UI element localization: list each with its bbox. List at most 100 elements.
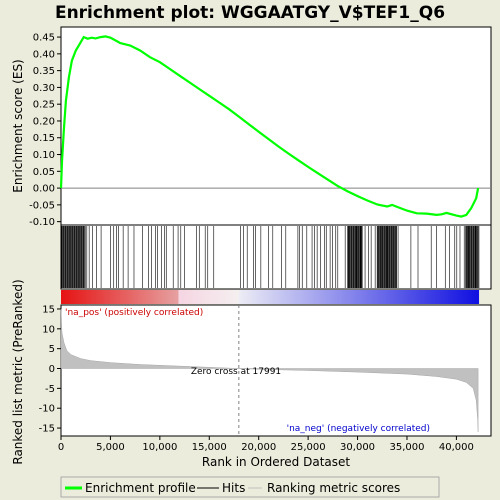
- legend-box: [60, 476, 440, 498]
- colorbar-segment: [472, 290, 475, 304]
- colorbar-segment: [276, 290, 279, 304]
- es-y-axis: -0.10 -0.05 0.00 0.05 0.10 0.15 0.20 0.25 0.30 0.…: [29, 33, 61, 228]
- metric-tick-label: -5: [45, 384, 55, 395]
- colorbar-segment: [313, 290, 316, 304]
- colorbar-segment: [335, 290, 338, 304]
- colorbar-segment: [319, 290, 323, 304]
- colorbar-segment: [221, 290, 225, 304]
- legend-enrichment-label: Enrichment profile: [85, 481, 196, 495]
- colorbar-segment: [465, 290, 469, 304]
- colorbar-segment: [150, 290, 153, 304]
- colorbar-segment: [306, 290, 310, 304]
- colorbar-segment: [241, 290, 245, 304]
- colorbar-segment: [137, 290, 140, 304]
- colorbar-segment: [452, 290, 456, 304]
- colorbar-segment: [463, 290, 466, 304]
- colorbar-segment: [84, 290, 88, 304]
- es-tick-label: 0.35: [33, 66, 55, 77]
- colorbar-segment: [289, 290, 293, 304]
- colorbar-segment: [184, 290, 188, 304]
- x-tick-label: 35,000: [389, 442, 424, 453]
- colorbar-segment: [102, 290, 105, 304]
- colorbar-segment: [71, 290, 75, 304]
- es-tick-label: 0.30: [33, 83, 55, 94]
- colorbar-segment: [87, 290, 90, 304]
- colorbar-segment: [176, 290, 179, 304]
- colorbar-segment: [139, 290, 142, 304]
- metric-area-group: [60, 308, 479, 433]
- colorbar-segment: [430, 290, 434, 304]
- colorbar-segment: [308, 290, 312, 304]
- colorbar-segment: [339, 290, 343, 304]
- colorbar-segment: [108, 290, 112, 304]
- es-tick-label: -0.10: [29, 217, 55, 228]
- colorbar-segment: [278, 290, 282, 304]
- colorbar-segment: [115, 290, 119, 304]
- colorbar-segment: [315, 290, 319, 304]
- colorbar-segment: [213, 290, 216, 304]
- colorbar-segment: [298, 290, 301, 304]
- colorbar-segment: [363, 290, 366, 304]
- metric-tick-label: 0: [49, 364, 55, 375]
- colorbar-segment: [117, 290, 121, 304]
- hits-panel: [60, 224, 492, 290]
- colorbar-segment: [171, 290, 175, 304]
- colorbar-segment: [406, 290, 410, 304]
- x-tick-label: 30,000: [340, 442, 375, 453]
- colorbar-segment: [332, 290, 336, 304]
- colorbar-segment: [180, 290, 184, 304]
- colorbar-segment: [252, 290, 256, 304]
- colorbar-segment: [61, 290, 64, 304]
- colorbar-segment: [143, 290, 147, 304]
- colorbar-segment: [111, 290, 114, 304]
- colorbar-segment: [432, 290, 436, 304]
- colorbar-segment: [280, 290, 284, 304]
- colorbar-segment: [358, 290, 362, 304]
- colorbar-segment: [74, 290, 77, 304]
- colorbar-segment: [132, 290, 136, 304]
- enrichment-profile-line: [59, 35, 480, 218]
- colorbar-segment: [287, 290, 290, 304]
- es-tick-label: -0.05: [29, 200, 55, 211]
- colorbar-segment: [219, 290, 223, 304]
- colorbar-segment: [435, 290, 438, 304]
- es-tick-label: 0.10: [33, 150, 55, 161]
- colorbar-segment: [450, 290, 453, 304]
- metric-tick-label: -15: [39, 424, 55, 435]
- ranked-metric-area: [60, 308, 479, 433]
- colorbar-segment: [154, 290, 158, 304]
- colorbar-segment: [284, 290, 288, 304]
- colorbar-segment: [402, 290, 406, 304]
- legend: Enrichment profile Hits Ranking metric s…: [60, 476, 440, 498]
- colorbar-segment: [408, 290, 412, 304]
- colorbar-segment: [189, 290, 192, 304]
- colorbar-segment: [376, 290, 380, 304]
- colorbar-segment: [224, 290, 227, 304]
- colorbar-segment: [208, 290, 212, 304]
- colorbar-segment: [291, 290, 295, 304]
- colorbar-segment: [95, 290, 99, 304]
- colorbar-segment: [345, 290, 349, 304]
- colorbar-segment: [398, 290, 401, 304]
- colorbar-segment: [380, 290, 384, 304]
- legend-metric-label: Ranking metric scores: [267, 481, 400, 495]
- x-axis: 0 5,000 10,000 15,000 20,000 25,000 30,000 35,0…: [58, 436, 474, 453]
- colorbar-segment: [232, 290, 236, 304]
- es-panel: [60, 26, 492, 226]
- colorbar-segment: [182, 290, 186, 304]
- colorbar-segment: [134, 290, 138, 304]
- colorbar-segment: [337, 290, 340, 304]
- colorbar-segment: [369, 290, 373, 304]
- metric-tick-label: 5: [49, 344, 55, 355]
- colorbar-segment: [265, 290, 269, 304]
- colorbar-segment: [237, 290, 240, 304]
- colorbar-segment: [121, 290, 125, 304]
- colorbar-segment: [100, 290, 103, 304]
- colorbar-segment: [178, 290, 182, 304]
- colorbar-segment: [167, 290, 171, 304]
- colorbar-segment: [145, 290, 149, 304]
- colorbar-segment: [195, 290, 199, 304]
- colorbar-segment: [93, 290, 97, 304]
- hits-group: [60, 226, 480, 288]
